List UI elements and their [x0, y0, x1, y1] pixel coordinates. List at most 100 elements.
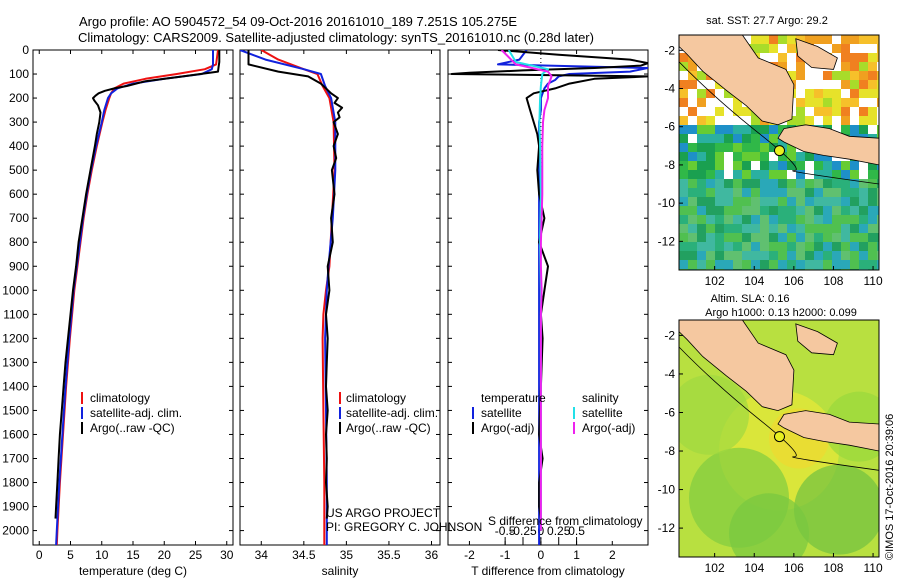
- sst-cell: [823, 251, 832, 260]
- y-tick-label: 1500: [2, 403, 29, 417]
- sst-cell: [832, 251, 841, 260]
- sst-cell: [715, 251, 724, 260]
- sst-cell: [796, 260, 805, 269]
- sst-cell: [814, 197, 823, 206]
- sst-cell: [706, 242, 715, 251]
- x-tick-label: 25: [189, 548, 203, 562]
- sst-cell: [769, 179, 778, 188]
- map-x-tick-label: 108: [823, 561, 843, 575]
- x-tick-label: -2: [464, 548, 475, 562]
- sst-cell: [796, 170, 805, 179]
- sst-cell: [796, 152, 805, 161]
- sst-cell: [877, 53, 879, 62]
- sst-cell: [868, 242, 877, 251]
- x-tick-label: 34.5: [292, 548, 316, 562]
- sst-cell: [868, 206, 877, 215]
- sst-cell: [877, 80, 879, 89]
- sst-cell: [724, 233, 733, 242]
- sst-cell: [751, 134, 760, 143]
- sst-cell: [787, 197, 796, 206]
- sst-cell: [688, 215, 697, 224]
- sst-cell: [733, 179, 742, 188]
- y-tick-label: 900: [9, 259, 29, 273]
- sst-cell: [841, 197, 850, 206]
- sst-cell: [742, 242, 751, 251]
- x-axis-label: temperature (deg C): [79, 564, 187, 578]
- sst-cell: [679, 188, 688, 197]
- sst-cell: [769, 134, 778, 143]
- sst-cell: [805, 197, 814, 206]
- sla-blob: [794, 464, 879, 555]
- sst-cell: [769, 242, 778, 251]
- sst-cell: [715, 179, 724, 188]
- map-y-tick-label: -8: [664, 444, 675, 458]
- sst-cell: [868, 71, 877, 80]
- s-x-tick-label: 0.25: [547, 524, 571, 538]
- sst-cell: [850, 80, 859, 89]
- sst-cell: [823, 197, 832, 206]
- sst-cell: [877, 170, 879, 179]
- sst-cell: [814, 224, 823, 233]
- sst-cell: [805, 233, 814, 242]
- sst-cell: [679, 80, 688, 89]
- sst-cell: [706, 206, 715, 215]
- sst-cell: [769, 35, 778, 44]
- map-x-tick-label: 110: [863, 274, 882, 288]
- sst-cell: [688, 224, 697, 233]
- sst-cell: [715, 233, 724, 242]
- map-y-tick-label: -8: [664, 158, 675, 172]
- sst-cell: [832, 179, 841, 188]
- legend-climatology: climatology: [90, 391, 150, 405]
- sst-cell: [850, 89, 859, 98]
- sst-cell: [742, 152, 751, 161]
- project-credit-line2: PI: GREGORY C. JOHNSON: [326, 520, 482, 534]
- sst-cell: [787, 179, 796, 188]
- sst-cell: [706, 161, 715, 170]
- sst-cell: [715, 206, 724, 215]
- salinity-panel: 34 34.5 35 35.5 36 salinity: [239, 49, 441, 578]
- y-tick-label: 1900: [2, 500, 29, 514]
- sst-cell: [733, 242, 742, 251]
- sst-cell: [841, 224, 850, 233]
- sst-cell: [679, 98, 688, 107]
- sst-cell: [859, 188, 868, 197]
- sst-cell: [877, 89, 879, 98]
- sst-cell: [850, 242, 859, 251]
- legend-argo: Argo(..raw -QC): [90, 421, 175, 435]
- y-tick-label: 300: [9, 115, 29, 129]
- sst-cell: [796, 62, 805, 71]
- sst-cell: [796, 116, 805, 125]
- sst-cell: [715, 107, 724, 116]
- sst-cell: [697, 188, 706, 197]
- sst-cell: [742, 188, 751, 197]
- y-tick-label: 1800: [2, 476, 29, 490]
- sst-cell: [796, 98, 805, 107]
- sst-cell: [823, 233, 832, 242]
- sst-cell: [733, 197, 742, 206]
- sst-cell: [859, 80, 868, 89]
- sst-cell: [868, 35, 877, 44]
- sst-cell: [769, 143, 778, 152]
- sst-cell: [814, 89, 823, 98]
- sst-cell: [679, 53, 688, 62]
- sst-cell: [850, 260, 859, 269]
- map-y-tick-label: -4: [664, 81, 675, 95]
- sst-cell: [787, 251, 796, 260]
- sst-cell: [868, 89, 877, 98]
- sst-cell: [724, 215, 733, 224]
- sst-cell: [832, 206, 841, 215]
- sst-cell: [706, 233, 715, 242]
- sst-cell: [868, 251, 877, 260]
- sst-cell: [832, 161, 841, 170]
- sst-cell: [841, 215, 850, 224]
- sst-cell: [706, 224, 715, 233]
- sst-cell: [823, 152, 832, 161]
- sst-cell: [751, 242, 760, 251]
- plot-frame: [32, 49, 234, 546]
- sst-cell: [706, 116, 715, 125]
- sst-cell: [706, 179, 715, 188]
- sst-cell: [715, 215, 724, 224]
- sst-cell: [877, 242, 879, 251]
- sst-cell: [769, 44, 778, 53]
- sst-cell: [697, 152, 706, 161]
